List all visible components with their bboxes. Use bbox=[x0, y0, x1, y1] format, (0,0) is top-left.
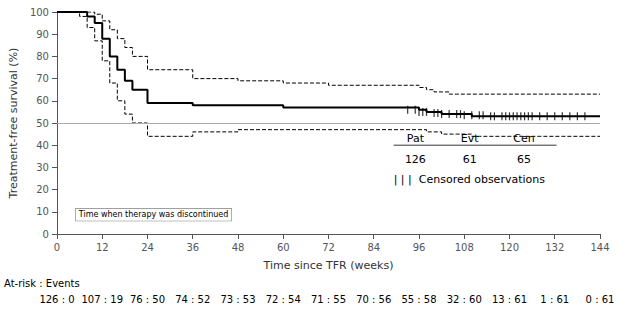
svg-text:72: 72 bbox=[322, 242, 335, 253]
svg-text:144: 144 bbox=[590, 242, 609, 253]
svg-text:70 : 56: 70 : 56 bbox=[356, 294, 391, 305]
svg-text:132: 132 bbox=[545, 242, 564, 253]
svg-text:48: 48 bbox=[232, 242, 245, 253]
svg-text:84: 84 bbox=[367, 242, 380, 253]
svg-text:74 : 52: 74 : 52 bbox=[175, 294, 210, 305]
svg-text:| | | Censored observations: | | | Censored observations bbox=[394, 173, 546, 186]
svg-text:36: 36 bbox=[186, 242, 199, 253]
svg-text:30: 30 bbox=[36, 162, 49, 173]
svg-text:55 : 58: 55 : 58 bbox=[401, 294, 436, 305]
svg-text:At-risk : Events: At-risk : Events bbox=[4, 278, 80, 289]
svg-text:Time when therapy was disconti: Time when therapy was discontinued bbox=[78, 210, 228, 219]
svg-text:120: 120 bbox=[500, 242, 519, 253]
svg-text:0 : 61: 0 : 61 bbox=[586, 294, 615, 305]
svg-text:80: 80 bbox=[36, 51, 49, 62]
svg-text:73 : 53: 73 : 53 bbox=[220, 294, 255, 305]
svg-text:61: 61 bbox=[463, 153, 477, 166]
svg-text:24: 24 bbox=[141, 242, 154, 253]
svg-text:96: 96 bbox=[413, 242, 426, 253]
svg-text:107 : 19: 107 : 19 bbox=[81, 294, 123, 305]
svg-text:76 : 50: 76 : 50 bbox=[130, 294, 165, 305]
svg-text:12: 12 bbox=[96, 242, 109, 253]
svg-text:0: 0 bbox=[43, 229, 49, 240]
svg-text:65: 65 bbox=[517, 153, 531, 166]
svg-text:Time since TFR (weeks): Time since TFR (weeks) bbox=[263, 259, 394, 272]
svg-text:72 : 54: 72 : 54 bbox=[266, 294, 301, 305]
svg-text:70: 70 bbox=[36, 73, 49, 84]
svg-text:20: 20 bbox=[36, 184, 49, 195]
svg-text:126 : 0: 126 : 0 bbox=[39, 294, 74, 305]
svg-text:32 : 60: 32 : 60 bbox=[447, 294, 482, 305]
svg-text:10: 10 bbox=[36, 206, 49, 217]
svg-text:90: 90 bbox=[36, 29, 49, 40]
svg-text:126: 126 bbox=[405, 153, 426, 166]
svg-text:108: 108 bbox=[455, 242, 474, 253]
svg-text:Evt: Evt bbox=[461, 132, 479, 145]
svg-text:100: 100 bbox=[30, 7, 49, 18]
svg-text:60: 60 bbox=[277, 242, 290, 253]
svg-text:71 : 55: 71 : 55 bbox=[311, 294, 346, 305]
svg-text:13 : 61: 13 : 61 bbox=[492, 294, 527, 305]
svg-text:0: 0 bbox=[54, 242, 60, 253]
svg-text:40: 40 bbox=[36, 140, 49, 151]
svg-text:Cen: Cen bbox=[513, 132, 534, 145]
svg-text:Treatment-free survival (%): Treatment-free survival (%) bbox=[7, 48, 20, 200]
svg-text:50: 50 bbox=[36, 118, 49, 129]
svg-text:1 : 61: 1 : 61 bbox=[540, 294, 569, 305]
svg-text:Pat: Pat bbox=[407, 132, 425, 145]
svg-text:60: 60 bbox=[36, 95, 49, 106]
